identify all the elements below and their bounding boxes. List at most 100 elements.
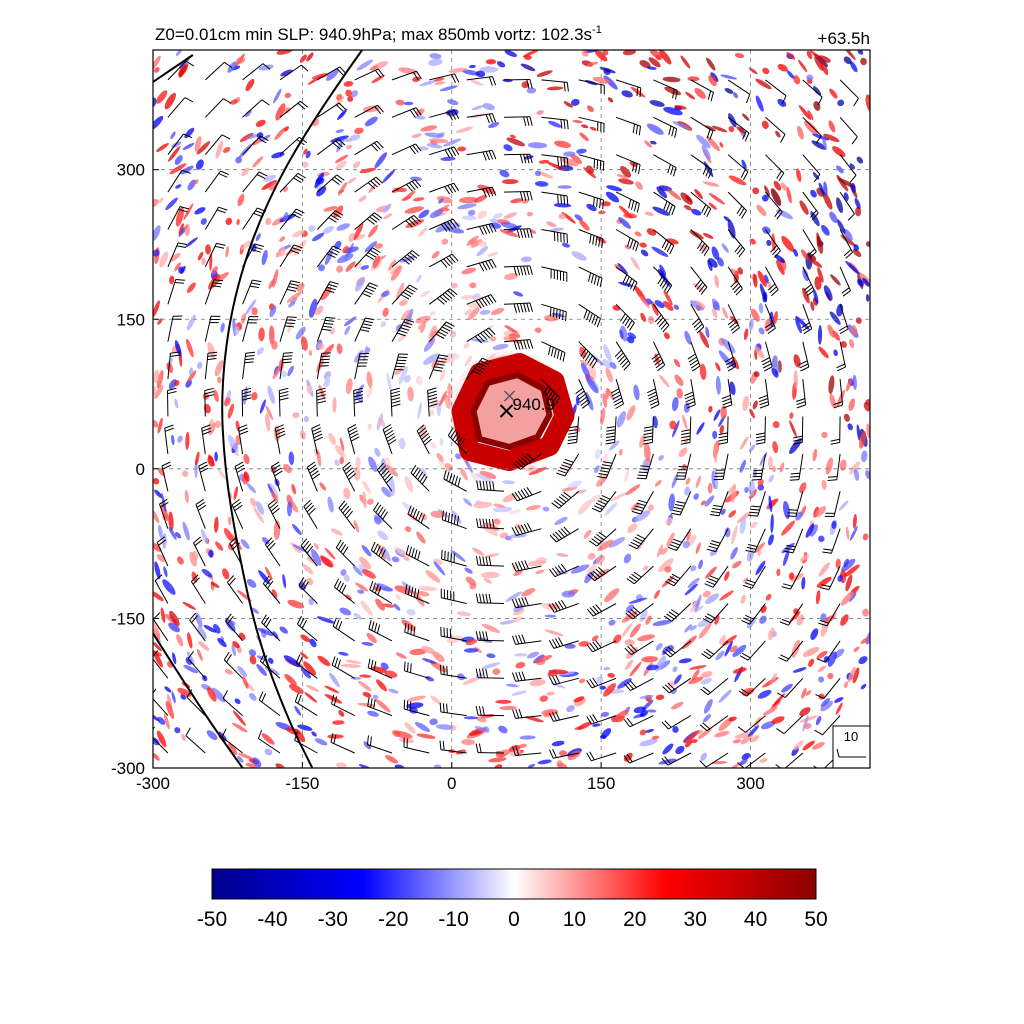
wind-barb	[316, 174, 345, 193]
wind-barb	[743, 565, 766, 589]
wind-barb	[331, 694, 355, 717]
wind-barb	[279, 100, 308, 118]
colorbar-tick-label: 10	[563, 908, 586, 931]
wind-barb	[652, 304, 670, 333]
wind-barb	[466, 294, 497, 309]
wind-barb	[662, 640, 692, 658]
wind-barb	[161, 461, 172, 492]
wind-barb	[816, 640, 841, 663]
wind-barb	[625, 603, 654, 620]
wind-barb	[548, 637, 579, 649]
wind-barb	[775, 752, 804, 768]
wind-barb	[332, 617, 355, 642]
wind-barb	[317, 102, 347, 118]
wind-barb	[204, 61, 233, 81]
wind-barb	[549, 563, 579, 578]
wind-barb	[615, 191, 640, 213]
wind-barb	[330, 733, 355, 754]
vortex-core	[449, 350, 575, 471]
wind-barb	[511, 634, 542, 645]
contour-line	[221, 50, 363, 768]
wind-barb	[511, 487, 542, 502]
wind-barb	[511, 522, 542, 536]
wind-barb	[354, 282, 379, 305]
wind-barb	[709, 491, 729, 517]
wind-barb	[724, 341, 737, 372]
wind-barb	[721, 379, 733, 409]
wind-barb	[226, 575, 244, 604]
wind-barb	[164, 424, 174, 454]
wind-barb	[802, 116, 822, 144]
wind-barb	[391, 284, 418, 305]
wind-barb	[238, 424, 249, 454]
wind-barb	[193, 536, 206, 567]
wind-barb	[503, 79, 533, 89]
eye-interior	[470, 371, 553, 450]
min-slp-marker	[499, 404, 514, 418]
wind-barb	[541, 229, 568, 244]
wind-barb	[404, 584, 430, 604]
wind-barb	[279, 352, 293, 380]
wind-barb	[623, 752, 654, 764]
wind-barb	[605, 416, 617, 445]
wind-barb	[186, 689, 206, 716]
wind-barb	[311, 424, 324, 455]
wind-barb	[781, 565, 804, 590]
wind-barb	[440, 626, 467, 642]
wind-barb	[615, 303, 635, 331]
wind-barb	[204, 279, 224, 305]
wind-barb	[690, 229, 710, 256]
wind-barb	[429, 182, 460, 195]
wind-barb	[833, 379, 844, 409]
wind-barb	[556, 453, 580, 477]
x-tick-label: -150	[285, 774, 319, 793]
wind-barb	[548, 711, 579, 722]
wind-barb	[778, 640, 804, 662]
wind-barb	[541, 116, 569, 130]
wind-barb	[511, 560, 542, 572]
wind-barb	[699, 752, 729, 768]
wind-barb	[234, 461, 246, 492]
wind-barb	[839, 229, 854, 259]
wind-barb	[503, 191, 533, 201]
wind-barb	[643, 416, 654, 445]
wind-barb	[242, 135, 269, 156]
wind-barb	[578, 303, 601, 328]
wind-barb	[680, 416, 692, 445]
colorbar-tick-label: 20	[623, 908, 646, 931]
wind-barb	[296, 615, 318, 642]
wind-barb	[586, 751, 617, 762]
wind-barb	[793, 416, 804, 445]
chart-title: Z0=0.01cm min SLP: 940.9hPa; max 850mb v…	[155, 24, 602, 44]
wind-barb	[503, 116, 533, 127]
wind-barb	[390, 387, 401, 417]
wind-barb	[758, 379, 770, 409]
wind-barb	[671, 491, 692, 516]
wind-barb	[204, 351, 218, 380]
wind-barb	[153, 726, 169, 754]
wind-barb	[466, 186, 497, 198]
colorbar-tick-label: -30	[318, 908, 348, 931]
wind-barb	[167, 315, 183, 342]
y-tick-label: -300	[111, 759, 145, 778]
wind-barb	[204, 315, 221, 342]
wind-barb	[391, 143, 422, 156]
wind-barb	[278, 387, 289, 417]
colorbar-tick-label: -20	[378, 908, 408, 931]
x-tick-label: -300	[136, 774, 170, 793]
wind-barb	[441, 549, 467, 567]
wind-barb	[578, 266, 603, 288]
y-tick-label: -150	[111, 609, 145, 628]
wind-barb	[748, 491, 766, 517]
wind-barb	[718, 416, 729, 445]
wind-barb	[410, 464, 430, 492]
wind-barb	[316, 281, 339, 305]
wind-barb	[819, 565, 841, 591]
colorbar	[211, 868, 817, 900]
wind-barb	[300, 538, 318, 567]
wind-barb	[802, 229, 817, 259]
wind-barb	[279, 280, 301, 305]
wind-scale-box: 10	[832, 725, 871, 769]
wind-barb	[690, 304, 705, 334]
wind-barb	[476, 480, 505, 492]
